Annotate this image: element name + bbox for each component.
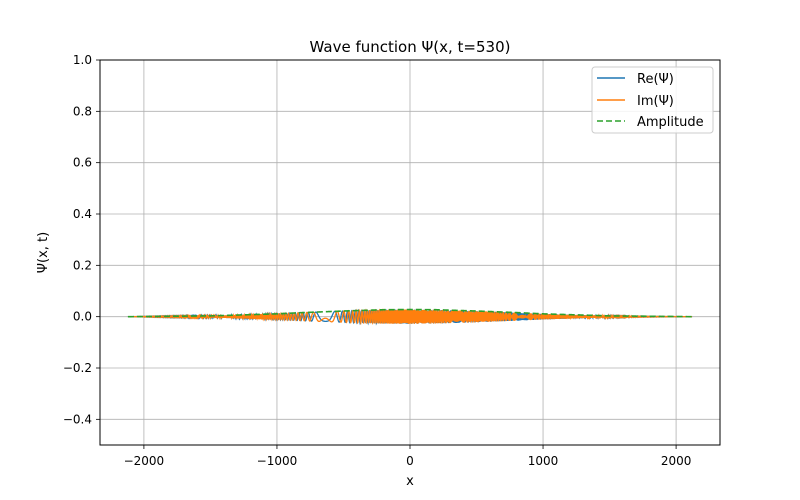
legend: Re(Ψ) Im(Ψ) Amplitude: [591, 66, 714, 134]
y-tick-label: 0.8: [73, 104, 92, 118]
axes: −2000 −1000 0 1000 2000 −0.4 −0.2 0.0 0.2 0.4 0.6 0…: [63, 53, 692, 468]
chart-title: Wave function Ψ(x, t=530): [310, 38, 511, 56]
legend-label-im: Im(Ψ): [637, 94, 674, 109]
legend-box: [591, 66, 714, 134]
y-axis-label: Ψ(x, t): [36, 232, 51, 273]
y-tick-label: 0.0: [73, 310, 92, 324]
y-tick-label: 0.4: [73, 207, 92, 221]
legend-label-re: Re(Ψ): [637, 72, 674, 87]
x-tick-label: −1000: [257, 454, 298, 468]
x-tick-label: 1000: [528, 454, 559, 468]
y-tick-label: −0.4: [63, 412, 92, 426]
x-axis-label: x: [406, 474, 414, 489]
series-layer: [127, 308, 693, 326]
x-tick-label: 2000: [661, 454, 692, 468]
y-tick-label: −0.2: [63, 361, 92, 375]
y-tick-label: 1.0: [73, 53, 92, 67]
legend-label-amplitude: Amplitude: [637, 115, 704, 130]
x-tick-label: 0: [406, 454, 414, 468]
x-tick-label: −2000: [124, 454, 165, 468]
series-amplitude: [127, 308, 693, 318]
y-tick-label: 0.6: [73, 156, 92, 170]
y-tick-label: 0.2: [73, 258, 92, 272]
